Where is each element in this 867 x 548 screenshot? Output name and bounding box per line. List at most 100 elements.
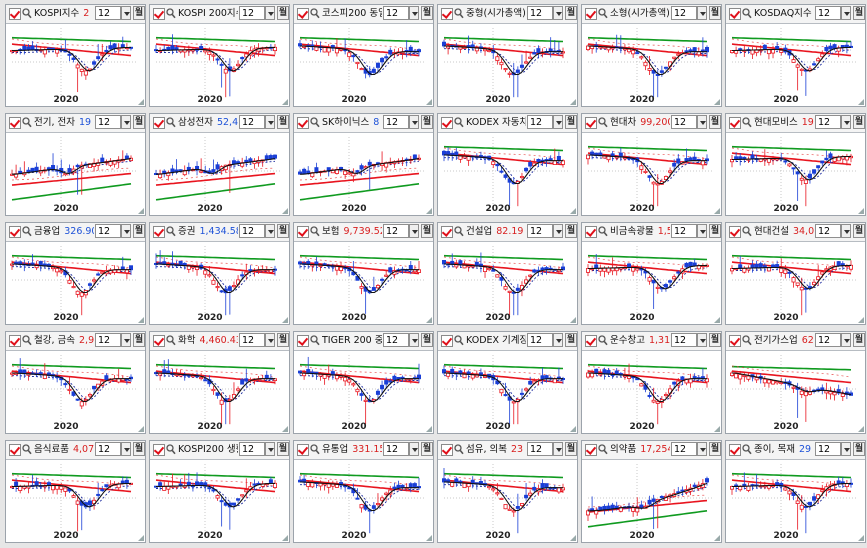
- resize-grip-icon[interactable]: [282, 208, 288, 214]
- period-input[interactable]: 12: [383, 442, 409, 456]
- period-input[interactable]: 12: [239, 115, 265, 129]
- checkbox-checked-icon[interactable]: [729, 8, 741, 20]
- period-input[interactable]: 12: [239, 442, 265, 456]
- resize-grip-icon[interactable]: [426, 426, 432, 432]
- unit-button[interactable]: 월: [421, 442, 433, 456]
- chart-panel[interactable]: KOSPI200 생활 12 월 2020: [149, 440, 290, 543]
- unit-button[interactable]: 월: [565, 224, 577, 238]
- chart-panel[interactable]: KOSDAQ지수 12 월 2020: [725, 4, 866, 107]
- period-input[interactable]: 12: [815, 333, 841, 347]
- candlestick-chart[interactable]: [438, 133, 577, 215]
- period-input[interactable]: 12: [383, 115, 409, 129]
- chevron-down-icon[interactable]: [553, 333, 563, 347]
- resize-grip-icon[interactable]: [138, 208, 144, 214]
- chevron-down-icon[interactable]: [121, 224, 131, 238]
- candlestick-chart[interactable]: [150, 24, 289, 106]
- candlestick-chart[interactable]: [726, 351, 865, 433]
- chevron-down-icon[interactable]: [553, 6, 563, 20]
- chevron-down-icon[interactable]: [553, 442, 563, 456]
- checkbox-checked-icon[interactable]: [729, 117, 741, 129]
- candlestick-chart[interactable]: [6, 242, 145, 324]
- checkbox-checked-icon[interactable]: [297, 8, 309, 20]
- chevron-down-icon[interactable]: [409, 333, 419, 347]
- unit-button[interactable]: 월: [277, 224, 289, 238]
- resize-grip-icon[interactable]: [426, 317, 432, 323]
- checkbox-checked-icon[interactable]: [441, 226, 453, 238]
- candlestick-chart[interactable]: [294, 351, 433, 433]
- symbol-name[interactable]: TIGER 200 중공: [322, 334, 382, 348]
- unit-button[interactable]: 월: [853, 6, 865, 20]
- candlestick-chart[interactable]: [582, 460, 721, 542]
- unit-button[interactable]: 월: [709, 115, 721, 129]
- chevron-down-icon[interactable]: [553, 224, 563, 238]
- period-input[interactable]: 12: [671, 115, 697, 129]
- period-input[interactable]: 12: [383, 333, 409, 347]
- chevron-down-icon[interactable]: [265, 442, 275, 456]
- checkbox-checked-icon[interactable]: [297, 226, 309, 238]
- unit-button[interactable]: 월: [565, 6, 577, 20]
- resize-grip-icon[interactable]: [282, 535, 288, 541]
- period-input[interactable]: 12: [527, 442, 553, 456]
- chevron-down-icon[interactable]: [841, 224, 851, 238]
- period-input[interactable]: 12: [671, 224, 697, 238]
- resize-grip-icon[interactable]: [570, 535, 576, 541]
- period-input[interactable]: 12: [815, 442, 841, 456]
- symbol-name[interactable]: KODEX 기계장비: [466, 334, 526, 348]
- unit-button[interactable]: 월: [421, 224, 433, 238]
- magnifier-icon[interactable]: [598, 117, 608, 128]
- chart-panel[interactable]: KODEX 기계장비12 월 2020: [437, 331, 578, 434]
- checkbox-checked-icon[interactable]: [585, 335, 597, 347]
- checkbox-checked-icon[interactable]: [153, 117, 165, 129]
- resize-grip-icon[interactable]: [426, 99, 432, 105]
- candlestick-chart[interactable]: [150, 242, 289, 324]
- magnifier-icon[interactable]: [22, 444, 32, 455]
- magnifier-icon[interactable]: [454, 444, 464, 455]
- magnifier-icon[interactable]: [310, 444, 320, 455]
- magnifier-icon[interactable]: [310, 117, 320, 128]
- period-input[interactable]: 12: [671, 333, 697, 347]
- magnifier-icon[interactable]: [742, 226, 752, 237]
- period-input[interactable]: 12: [527, 6, 553, 20]
- chevron-down-icon[interactable]: [841, 333, 851, 347]
- symbol-name[interactable]: KOSPI 200지수: [178, 7, 238, 21]
- checkbox-checked-icon[interactable]: [585, 444, 597, 456]
- period-input[interactable]: 12: [383, 6, 409, 20]
- magnifier-icon[interactable]: [454, 117, 464, 128]
- magnifier-icon[interactable]: [742, 444, 752, 455]
- magnifier-icon[interactable]: [310, 8, 320, 19]
- candlestick-chart[interactable]: [294, 460, 433, 542]
- checkbox-checked-icon[interactable]: [9, 117, 21, 129]
- checkbox-checked-icon[interactable]: [9, 226, 21, 238]
- resize-grip-icon[interactable]: [858, 426, 864, 432]
- chevron-down-icon[interactable]: [697, 6, 707, 20]
- checkbox-checked-icon[interactable]: [585, 226, 597, 238]
- chart-panel[interactable]: 보험 9,739.52 12 월 2020: [293, 222, 434, 325]
- candlestick-chart[interactable]: [150, 351, 289, 433]
- checkbox-checked-icon[interactable]: [9, 335, 21, 347]
- period-input[interactable]: 12: [671, 442, 697, 456]
- resize-grip-icon[interactable]: [858, 208, 864, 214]
- chart-panel[interactable]: 철강, 금속 2,9 12 월 2020: [5, 331, 146, 434]
- magnifier-icon[interactable]: [166, 8, 176, 19]
- checkbox-checked-icon[interactable]: [729, 444, 741, 456]
- chevron-down-icon[interactable]: [265, 224, 275, 238]
- candlestick-chart[interactable]: [6, 460, 145, 542]
- checkbox-checked-icon[interactable]: [585, 8, 597, 20]
- unit-button[interactable]: 월: [133, 442, 145, 456]
- unit-button[interactable]: 월: [853, 224, 865, 238]
- chevron-down-icon[interactable]: [697, 333, 707, 347]
- unit-button[interactable]: 월: [853, 333, 865, 347]
- period-input[interactable]: 12: [815, 115, 841, 129]
- chart-panel[interactable]: 현대모비스 19 12 월 2020: [725, 113, 866, 216]
- chevron-down-icon[interactable]: [409, 6, 419, 20]
- magnifier-icon[interactable]: [454, 226, 464, 237]
